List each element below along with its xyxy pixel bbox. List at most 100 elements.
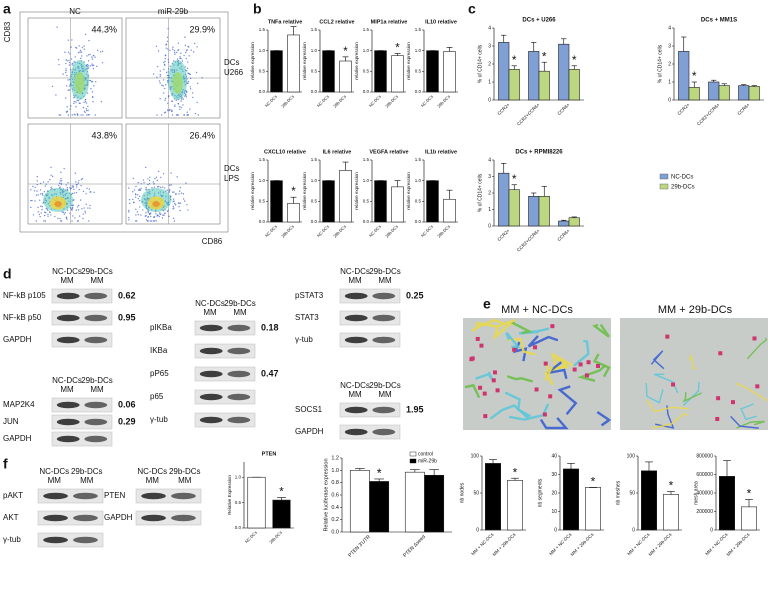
blot-band	[43, 492, 68, 500]
y-tick-label: 1.5	[363, 157, 370, 162]
network-segment	[735, 382, 767, 402]
flow-event	[187, 209, 189, 211]
flow-event	[96, 49, 99, 52]
y-tick-label: 0.0	[363, 219, 370, 224]
flow-event	[136, 211, 139, 213]
flow-event	[74, 172, 76, 174]
flow-frame	[19, 11, 229, 233]
flow-event	[63, 213, 66, 215]
blot-band	[372, 292, 396, 300]
flow-event	[94, 81, 97, 83]
y-tick-label: 0	[710, 527, 713, 533]
flow-event	[73, 199, 75, 201]
flow-event	[156, 65, 159, 68]
flow-event	[146, 189, 148, 191]
y-tick-label: 2	[668, 61, 671, 67]
flow-event	[80, 184, 82, 187]
flow-event	[35, 194, 38, 196]
flow-event	[189, 88, 192, 90]
blot-band	[141, 492, 166, 500]
y-tick-label: 50	[473, 490, 479, 496]
flow-event	[76, 220, 79, 222]
flow-event	[67, 39, 70, 41]
flow-event	[84, 111, 86, 114]
chart-title: TNFa relative	[268, 19, 303, 25]
panel-label: f	[3, 456, 8, 472]
blot-band	[141, 514, 166, 522]
flow-event	[37, 211, 39, 213]
flow-event	[71, 114, 73, 116]
flow-event	[197, 114, 199, 116]
network-segment	[550, 351, 573, 369]
y-tick-label: 1.0	[363, 178, 370, 183]
flow-event	[66, 74, 68, 77]
bar	[426, 50, 439, 93]
flow-event	[149, 213, 151, 215]
significance: *	[692, 69, 697, 83]
flow-event	[172, 46, 174, 48]
flow-event	[183, 114, 185, 116]
flow-event	[42, 181, 45, 183]
bar	[738, 85, 750, 101]
network-segment	[577, 364, 607, 383]
flow-event	[157, 170, 160, 173]
flow-event	[171, 100, 173, 103]
flow-event	[174, 51, 176, 54]
network-segment	[682, 391, 703, 403]
flow-event	[68, 78, 71, 81]
flow-event	[162, 214, 164, 216]
flow-event	[60, 180, 63, 182]
flow-event	[140, 187, 142, 190]
bar	[391, 55, 404, 93]
blot-band	[84, 336, 108, 344]
lane-header: 29b-DCs	[169, 467, 201, 476]
y-tick-label: 2	[488, 190, 491, 196]
flow-event	[89, 191, 91, 193]
y-tick-label: 0.5	[363, 199, 370, 204]
flow-event	[196, 46, 198, 48]
flow-event	[162, 173, 165, 175]
flow-event	[159, 73, 162, 76]
flow-event	[156, 214, 159, 216]
flow-event	[128, 211, 130, 213]
lane-header: NC-DCs	[340, 381, 370, 390]
flow-event	[167, 58, 169, 61]
blot-strip	[51, 431, 113, 447]
flow-event	[41, 192, 44, 195]
flow-plot	[125, 123, 221, 225]
y-tick-label: 1.0	[415, 178, 422, 183]
y-tick-label: 0.0	[363, 89, 370, 94]
flow-event	[166, 80, 169, 82]
legend-swatch	[409, 451, 417, 457]
flow-event	[156, 114, 158, 116]
lane-header: NC-DCs	[52, 267, 82, 276]
flow-event	[82, 213, 84, 215]
flow-event	[65, 68, 67, 70]
protein-label: pAKT	[3, 491, 23, 500]
flow-event	[76, 206, 79, 208]
flow-event	[150, 220, 153, 222]
blot-strip	[51, 397, 113, 413]
flow-event	[159, 213, 162, 215]
blot-band	[84, 401, 108, 409]
lane-header: MM	[348, 390, 362, 399]
y-tick-label: 0.0	[259, 219, 266, 224]
flow-event	[67, 114, 70, 116]
flow-event	[177, 42, 180, 44]
flow-event	[128, 202, 131, 205]
flow-event	[57, 217, 59, 220]
network-segment	[471, 318, 505, 333]
significance: *	[343, 46, 348, 58]
bar	[424, 474, 445, 533]
flow-event	[166, 40, 169, 42]
flow-event	[60, 171, 62, 174]
flow-event	[167, 209, 169, 212]
flow-event	[174, 105, 176, 108]
flow-event	[128, 216, 130, 219]
y-tick-label: 1.0	[259, 48, 266, 53]
blot-strip	[194, 320, 256, 336]
network-segment	[652, 412, 689, 429]
column-header: NC	[69, 7, 81, 16]
legend-swatch	[659, 173, 669, 180]
flow-event	[41, 205, 43, 208]
